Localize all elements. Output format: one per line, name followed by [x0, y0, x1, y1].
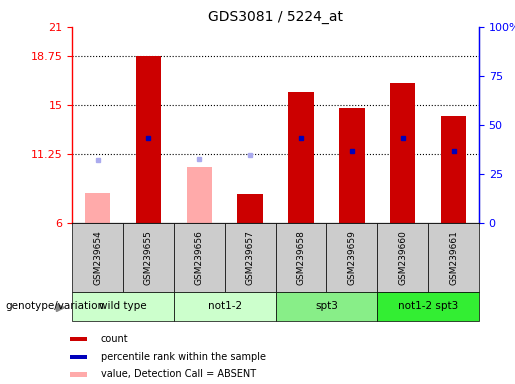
Text: GSM239654: GSM239654 — [93, 230, 102, 285]
Text: not1-2 spt3: not1-2 spt3 — [398, 301, 458, 311]
Bar — [174, 292, 276, 321]
Title: GDS3081 / 5224_at: GDS3081 / 5224_at — [208, 10, 343, 25]
Bar — [327, 223, 377, 292]
Bar — [72, 223, 123, 292]
Bar — [71, 354, 87, 359]
Bar — [237, 194, 263, 223]
Text: value, Detection Call = ABSENT: value, Detection Call = ABSENT — [101, 369, 256, 379]
Text: genotype/variation: genotype/variation — [5, 301, 104, 311]
Text: GSM239655: GSM239655 — [144, 230, 153, 285]
Bar — [186, 167, 212, 223]
Text: not1-2: not1-2 — [208, 301, 242, 311]
Bar — [276, 223, 327, 292]
Text: GSM239660: GSM239660 — [398, 230, 407, 285]
Bar — [390, 83, 416, 223]
Bar — [276, 292, 377, 321]
Bar — [85, 193, 110, 223]
Bar — [377, 292, 479, 321]
Text: GSM239657: GSM239657 — [246, 230, 254, 285]
Text: GSM239658: GSM239658 — [297, 230, 305, 285]
Bar — [71, 337, 87, 341]
Text: GSM239659: GSM239659 — [347, 230, 356, 285]
Text: GSM239656: GSM239656 — [195, 230, 204, 285]
Text: count: count — [101, 334, 128, 344]
Bar — [288, 92, 314, 223]
Bar — [441, 116, 466, 223]
Bar — [123, 223, 174, 292]
Bar — [135, 56, 161, 223]
Bar — [174, 223, 225, 292]
Text: wild type: wild type — [99, 301, 147, 311]
Bar — [377, 223, 428, 292]
Text: GSM239661: GSM239661 — [449, 230, 458, 285]
Text: spt3: spt3 — [315, 301, 338, 311]
Bar — [428, 223, 479, 292]
Text: percentile rank within the sample: percentile rank within the sample — [101, 352, 266, 362]
Bar — [225, 223, 276, 292]
Bar — [72, 292, 174, 321]
Bar — [71, 372, 87, 377]
Bar — [339, 108, 365, 223]
